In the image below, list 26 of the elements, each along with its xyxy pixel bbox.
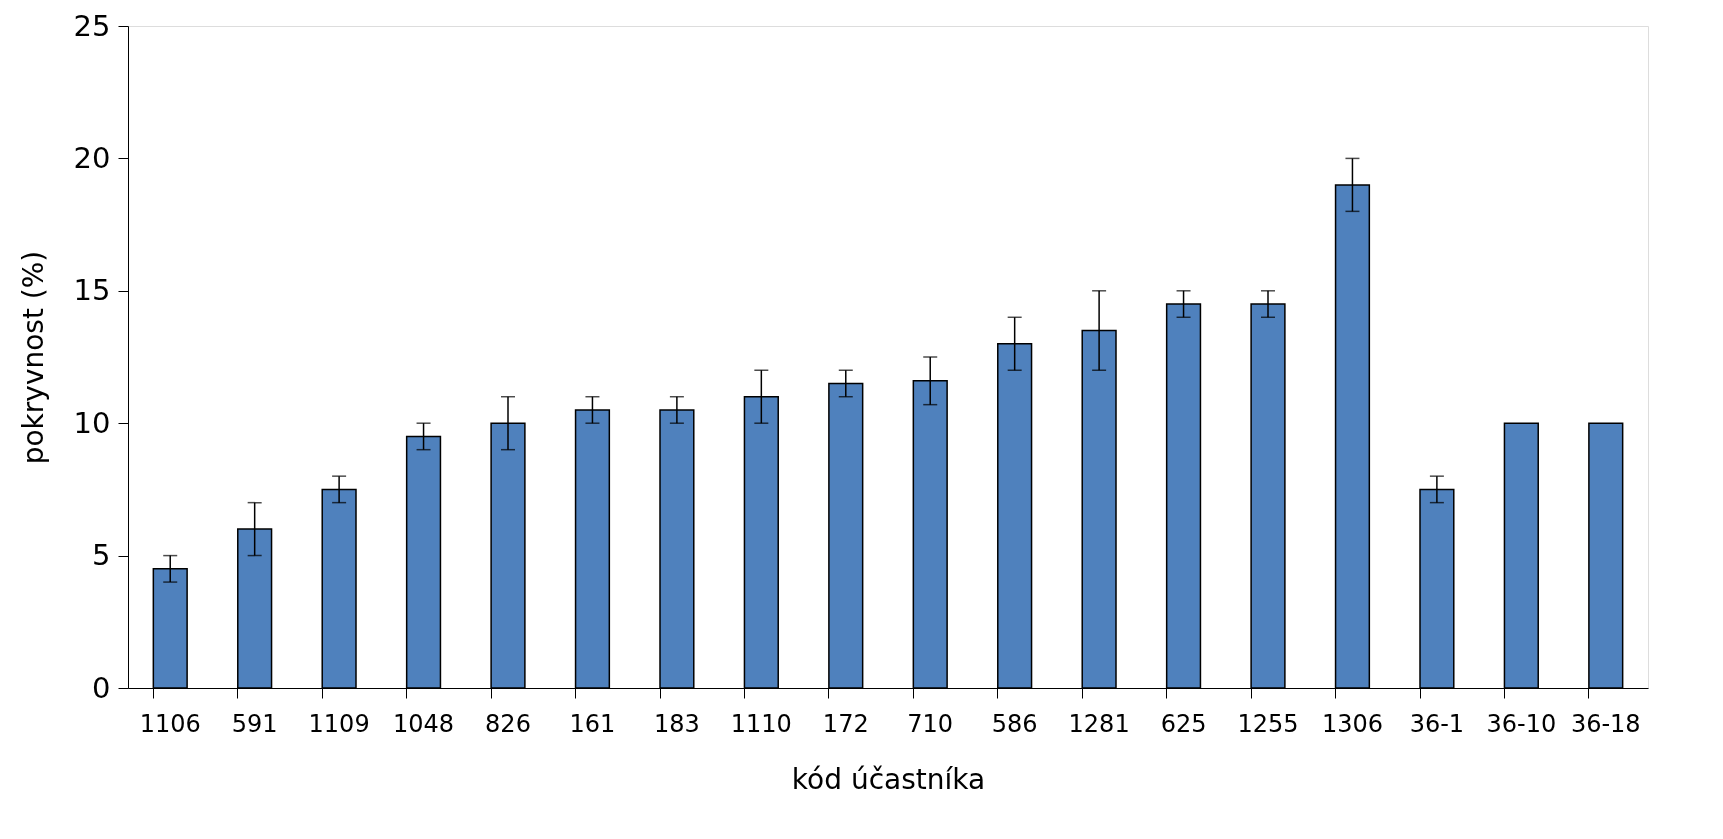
y-tick-label: 0 [92,670,111,705]
x-tick-label: 36-1 [1409,709,1465,738]
x-tick-label: 1306 [1321,709,1383,738]
x-tick-label: 586 [991,709,1038,738]
y-tick-label: 25 [73,8,111,43]
x-tick-label: 710 [907,709,954,738]
y-tick-label: 5 [92,538,111,573]
x-tick-label: 625 [1160,709,1207,738]
x-tick-label: 1048 [393,709,455,738]
x-tick-label: 36-18 [1570,709,1641,738]
x-tick-label: 183 [653,709,700,738]
x-tick-label: 1109 [308,709,370,738]
x-tick-label: 36-10 [1486,709,1557,738]
y-tick-label: 10 [73,405,111,440]
x-tick-label: 1110 [730,709,792,738]
x-tick-label: 172 [822,709,869,738]
y-tick-label: 15 [73,273,111,308]
x-axis-title: kód účastníka [791,762,986,796]
x-tick-label: 161 [569,709,616,738]
y-axis-title: pokryvnost (%) [16,250,50,465]
x-tick-label: 826 [485,709,531,738]
x-tick-label: 1255 [1237,709,1299,738]
x-tick-label: 1106 [139,709,201,738]
x-tick-label: 591 [231,709,278,738]
y-tick-label: 20 [73,140,111,175]
x-tick-label: 1281 [1068,709,1130,738]
